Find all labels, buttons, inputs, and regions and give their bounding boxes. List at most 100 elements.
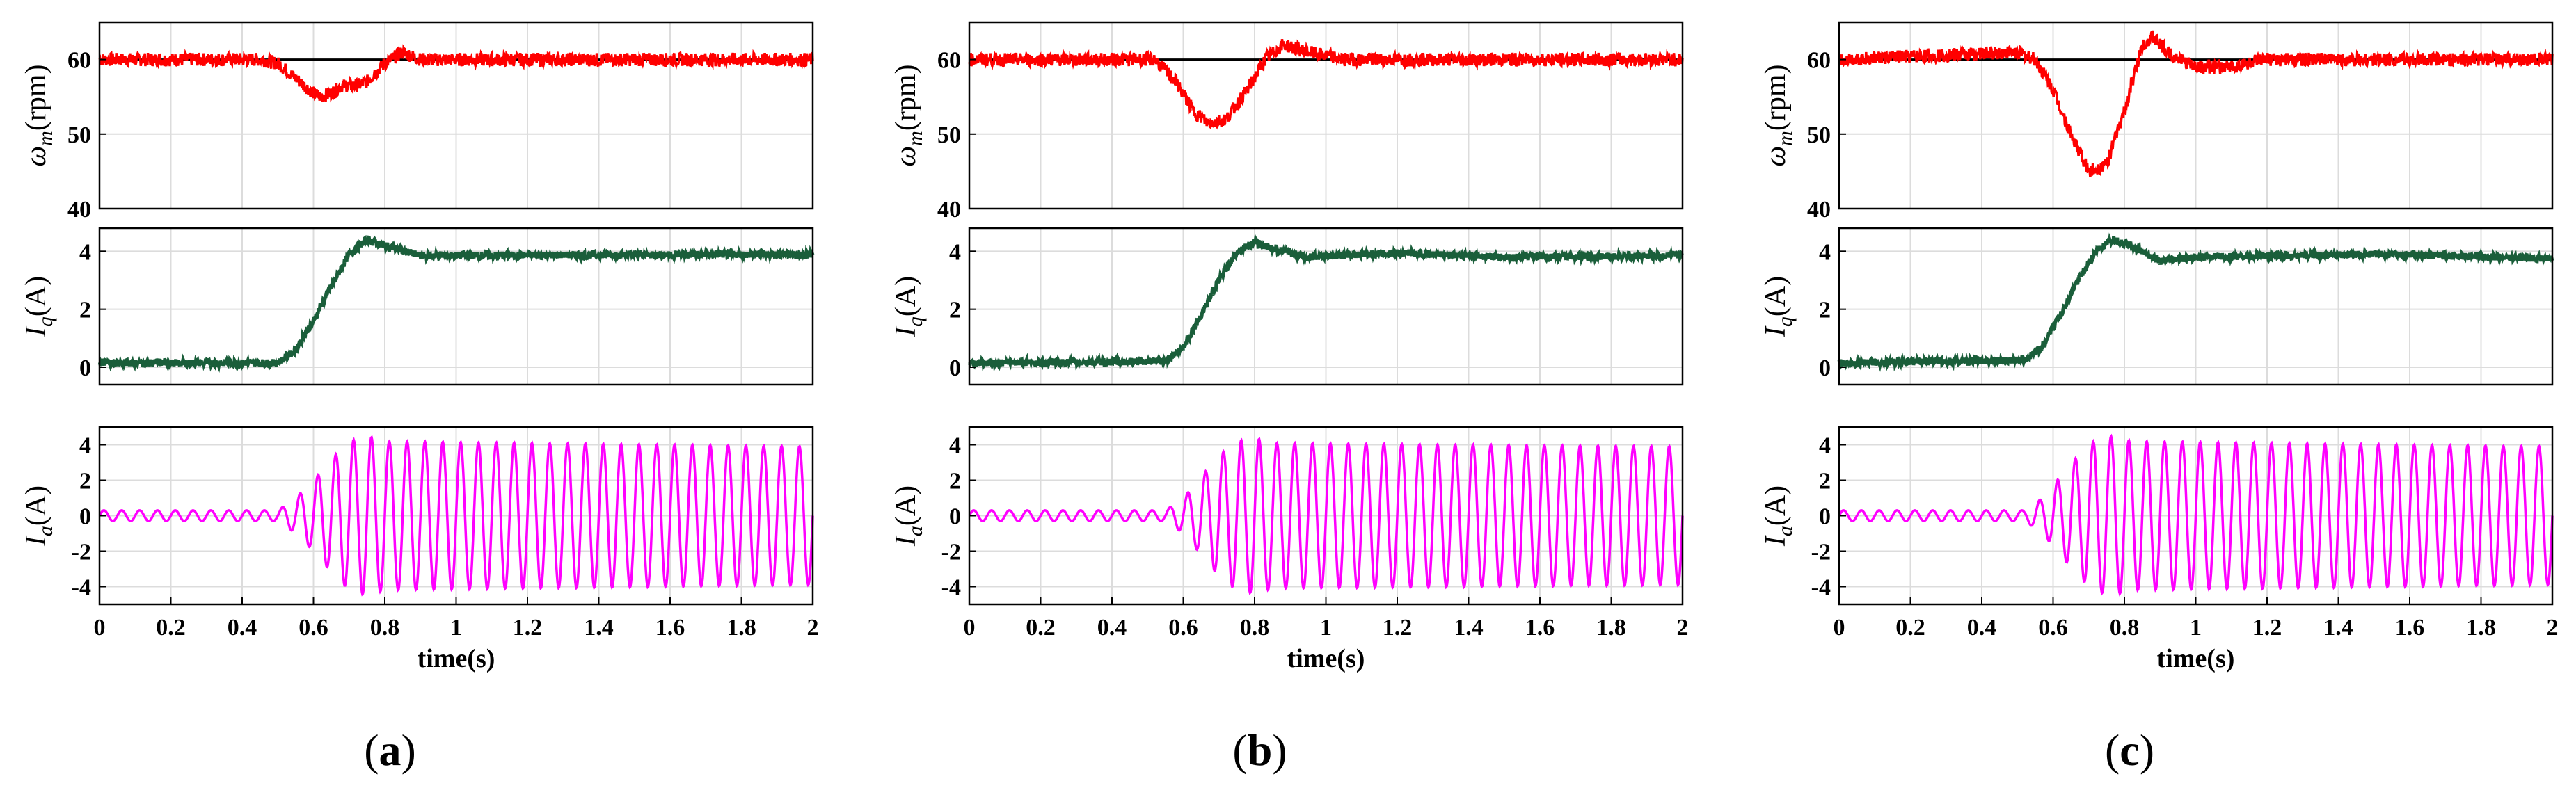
axes-box (1838, 21, 2554, 210)
series-line (97, 234, 815, 373)
axes-box (968, 227, 1684, 386)
x-tick-label: 2 (2547, 615, 2559, 641)
y-axis-label: Iq(A) (20, 276, 57, 337)
y-tick-label: 50 (67, 122, 91, 148)
x-tick-label: 0.4 (1097, 615, 1127, 641)
x-tick-label: 1.2 (2252, 615, 2282, 641)
x-tick-label: 1.4 (584, 615, 614, 641)
y-tick-label: 40 (1807, 197, 1831, 223)
x-tick-label: 0.6 (1168, 615, 1198, 641)
y-axis-label: Iq(A) (890, 276, 927, 337)
y-tick-label: 50 (1807, 122, 1831, 148)
x-axis-label: time(s) (2157, 644, 2235, 673)
x-tick-label: 1.6 (655, 615, 685, 641)
y-axis-label: Ia(A) (20, 485, 57, 547)
subplot-2: 0 2 4 Iq(A) (1760, 227, 2554, 386)
x-tick-label: 1.4 (2323, 615, 2353, 641)
series-line (968, 233, 1684, 372)
x-tick-label: 0.4 (1967, 615, 1997, 641)
y-axis-label: Iq(A) (1760, 276, 1797, 337)
y-tick-label: 4 (79, 239, 91, 265)
y-tick-label: 4 (1819, 433, 1831, 459)
y-tick-label: -2 (72, 540, 91, 565)
y-tick-label: 2 (79, 469, 91, 494)
x-tick-label: 0.8 (1240, 615, 1270, 641)
y-tick-label: 0 (949, 504, 961, 530)
y-tick-label: -4 (72, 575, 91, 601)
y-tick-label: -4 (1811, 575, 1831, 601)
y-tick-label: 2 (79, 298, 91, 323)
y-tick-label: 50 (937, 122, 961, 148)
x-tick-label: 1.6 (1525, 615, 1555, 641)
y-tick-label: 4 (949, 239, 961, 265)
y-tick-label: 60 (1807, 48, 1831, 74)
series-line (968, 437, 1684, 595)
series-line (98, 44, 814, 103)
panel-caption: (b) (1232, 725, 1287, 775)
axes-box (1838, 227, 2554, 386)
axes-box (968, 21, 1684, 210)
x-axis-label: time(s) (418, 644, 495, 673)
x-tick-label: 2 (807, 615, 819, 641)
subplot-3: -4 -2 0 2 4 Ia(A) 0 0.2 0.4 0.6 0.8 1 1.2 1.4 1.6 1.8 2 t… (1760, 426, 2559, 673)
y-tick-label: 0 (79, 355, 91, 381)
y-axis-label: Ia(A) (890, 485, 927, 547)
panel-caption: (a) (364, 725, 416, 775)
x-tick-label: 1.8 (726, 615, 756, 641)
x-tick-label: 0.4 (228, 615, 257, 641)
y-tick-label: 2 (949, 298, 961, 323)
x-tick-label: 0.2 (1026, 615, 1056, 641)
series-line (98, 435, 814, 597)
y-tick-label: 40 (937, 197, 961, 223)
y-tick-label: 60 (67, 48, 91, 74)
x-axis-label: time(s) (1287, 644, 1365, 673)
subplot-1: 40 50 60 ωm(rpm) (890, 21, 1684, 223)
x-tick-label: 0.6 (2038, 615, 2068, 641)
x-tick-label: 0 (94, 615, 106, 641)
y-axis-label: ωm(rpm) (20, 65, 57, 167)
x-tick-label: 0.6 (299, 615, 328, 641)
y-axis-label: ωm(rpm) (890, 65, 927, 167)
x-tick-label: 0 (964, 615, 976, 641)
x-tick-label: 0.2 (1895, 615, 1925, 641)
y-tick-label: 2 (1819, 298, 1831, 323)
y-tick-label: -4 (941, 575, 961, 601)
panel-c: 40 50 60 ωm(rpm) 0 2 4 Iq(A) -4 -2 0 2 4 Ia(A) 0 0.2 0.4… (1760, 21, 2559, 775)
x-tick-label: 0 (1834, 615, 1845, 641)
x-tick-label: 1.6 (2395, 615, 2425, 641)
x-tick-label: 1 (450, 615, 462, 641)
series-line (1838, 30, 2554, 177)
x-tick-label: 0.2 (156, 615, 186, 641)
x-tick-label: 1.2 (513, 615, 543, 641)
subplot-2: 0 2 4 Iq(A) (20, 227, 815, 386)
x-tick-label: 1 (2190, 615, 2202, 641)
y-tick-label: 0 (1819, 355, 1831, 381)
x-tick-label: 1.8 (1596, 615, 1626, 641)
series-line (1838, 433, 2554, 597)
x-tick-label: 1.4 (1454, 615, 1484, 641)
series-line (1837, 232, 2554, 372)
subplot-1: 40 50 60 ωm(rpm) (1760, 21, 2554, 223)
y-tick-label: 60 (937, 48, 961, 74)
y-tick-label: 40 (67, 197, 91, 223)
x-tick-label: 1.2 (1383, 615, 1413, 641)
series-line (968, 38, 1684, 130)
subplot-2: 0 2 4 Iq(A) (890, 227, 1684, 386)
y-tick-label: 0 (79, 504, 91, 530)
y-tick-label: 2 (949, 469, 961, 494)
axes-box (98, 227, 814, 386)
axes-box (98, 21, 814, 210)
subplot-3: -4 -2 0 2 4 Ia(A) 0 0.2 0.4 0.6 0.8 1 1.2 1.4 1.6 1.8 2 t… (890, 426, 1689, 673)
x-tick-label: 1 (1320, 615, 1332, 641)
x-tick-label: 1.8 (2466, 615, 2496, 641)
panel-b: 40 50 60 ωm(rpm) 0 2 4 Iq(A) -4 -2 0 2 4 Ia(A) 0 0.2 0.4… (890, 21, 1689, 775)
y-tick-label: 4 (1819, 239, 1831, 265)
x-tick-label: 0.8 (2110, 615, 2140, 641)
y-tick-label: -2 (941, 540, 961, 565)
y-tick-label: 4 (79, 433, 91, 459)
y-axis-label: Ia(A) (1760, 485, 1797, 547)
x-tick-label: 2 (1677, 615, 1689, 641)
x-tick-label: 0.8 (370, 615, 400, 641)
y-tick-label: 0 (1819, 504, 1831, 530)
